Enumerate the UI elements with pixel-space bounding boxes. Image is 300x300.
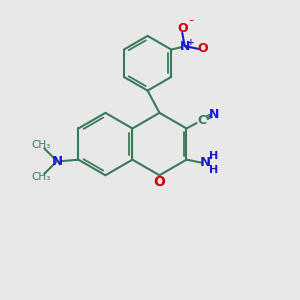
- Text: O: O: [177, 22, 188, 35]
- Text: ⁻: ⁻: [188, 18, 193, 28]
- Text: O: O: [154, 175, 165, 189]
- Text: N: N: [51, 154, 63, 168]
- Text: N: N: [209, 108, 220, 121]
- Text: O: O: [198, 43, 208, 56]
- Text: CH₃: CH₃: [31, 172, 50, 182]
- Text: N: N: [179, 40, 190, 52]
- Text: +: +: [188, 38, 195, 47]
- Text: H: H: [209, 165, 218, 175]
- Text: H: H: [209, 151, 218, 161]
- Text: C: C: [197, 114, 206, 127]
- Text: CH₃: CH₃: [31, 140, 50, 150]
- Text: N: N: [200, 156, 211, 169]
